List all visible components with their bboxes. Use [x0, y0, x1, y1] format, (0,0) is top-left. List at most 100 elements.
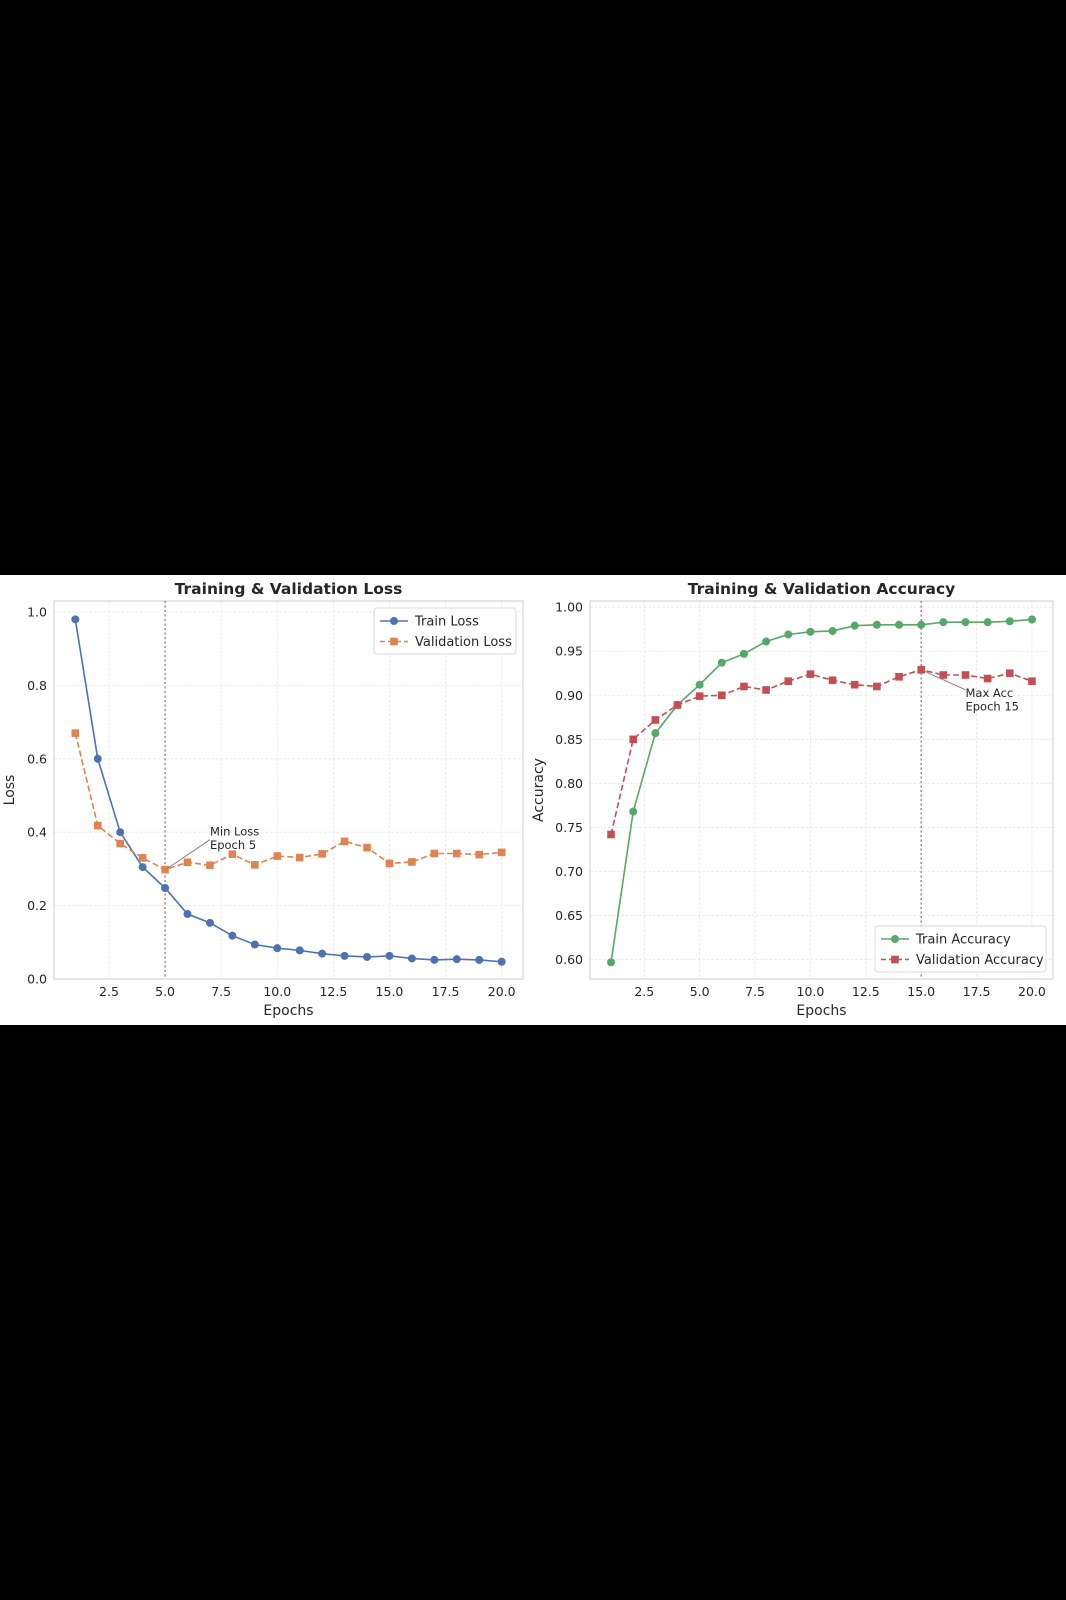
loss-series-2-point	[363, 843, 371, 852]
loss-series-2-point	[295, 853, 304, 862]
loss-annotation-text: Epoch 5	[210, 838, 256, 852]
loss-series-1-point	[363, 952, 372, 961]
acc-legend-marker-2	[891, 955, 899, 964]
loss-series-2-point	[228, 850, 237, 859]
acc-series-2-point	[850, 680, 859, 689]
loss-series-1-point	[385, 951, 394, 960]
loss-annotation-text: Min Loss	[210, 825, 259, 839]
acc-series-2-point	[939, 671, 948, 679]
loss-x-tick-label: 17.5	[432, 984, 460, 999]
acc-series-2-point	[806, 670, 815, 678]
acc-series-1-point	[762, 637, 771, 646]
acc-y-tick-label: 1.00	[555, 600, 583, 615]
loss-series-2-point	[138, 854, 147, 862]
loss-series-2-point	[453, 849, 461, 858]
loss-series-1-point	[497, 957, 506, 966]
acc-series-1-point	[1027, 615, 1036, 624]
acc-series-2-point	[961, 671, 970, 679]
loss-y-tick-label: 0.2	[27, 898, 47, 913]
acc-series-2-point	[607, 830, 615, 839]
acc-series-2-point	[651, 716, 660, 724]
loss-y-axis-label: Loss	[2, 775, 18, 806]
loss-series-2-point	[475, 850, 484, 859]
figure: 2.5 5.0 7.5 10.0 12.5 15.0 17.5 20.0 0.0 0.2 0.4 0.…	[0, 575, 1066, 1025]
loss-series-2-point	[273, 852, 282, 860]
acc-legend-label-1: Train Accuracy	[915, 933, 1011, 948]
loss-series-2-point	[161, 865, 169, 874]
acc-series-2-point	[740, 682, 748, 691]
acc-series-1-point	[739, 649, 748, 658]
acc-series-2-point	[895, 672, 903, 681]
acc-x-tick-label: 20.0	[1018, 984, 1046, 999]
acc-plot-frame	[589, 600, 1054, 980]
loss-series-1-point	[407, 954, 416, 963]
acc-annotation-text: Epoch 15	[965, 699, 1019, 713]
acc-series-1-point	[828, 626, 837, 635]
acc-series-2-point	[1028, 677, 1036, 685]
loss-x-tick-label: 15.0	[376, 984, 404, 999]
acc-y-tick-label: 0.65	[555, 908, 583, 923]
loss-x-tick-label: 10.0	[263, 984, 291, 999]
acc-x-axis-label: Epochs	[796, 1003, 846, 1019]
loss-series-1-point	[295, 946, 304, 955]
acc-series-1-point	[717, 658, 726, 667]
acc-series-1-point	[651, 729, 660, 738]
loss-series-1-point	[116, 828, 125, 837]
loss-plot-frame	[53, 600, 524, 980]
acc-x-tick-label: 12.5	[852, 984, 880, 999]
loss-legend-label-1: Train Loss	[414, 615, 479, 630]
acc-series-1-point	[917, 620, 926, 629]
loss-legend-marker-1	[389, 617, 398, 626]
loss-plot-area	[54, 601, 523, 979]
loss-y-tick-label: 0.4	[27, 825, 47, 840]
acc-y-tick-label: 0.95	[555, 644, 583, 659]
loss-x-tick-label: 2.5	[99, 984, 119, 999]
loss-series-2-point	[183, 858, 192, 867]
loss-x-tick-label: 7.5	[211, 984, 231, 999]
acc-y-tick-label: 0.70	[555, 864, 583, 879]
acc-series-1-point	[607, 958, 616, 967]
acc-series-2-point	[784, 677, 793, 685]
loss-y-tick-label: 0.6	[27, 751, 47, 766]
loss-series-1-point	[183, 910, 192, 919]
loss-series-2-point	[318, 850, 326, 858]
loss-y-tick-label: 1.0	[27, 605, 47, 620]
loss-x-axis-label: Epochs	[263, 1003, 313, 1019]
loss-series-1-point	[430, 955, 439, 964]
loss-series-1-point	[71, 615, 80, 624]
acc-series-1-point	[806, 627, 815, 636]
loss-series-1-point	[93, 754, 102, 763]
loss-series-1-point	[161, 883, 170, 892]
acc-x-tick-label: 2.5	[634, 984, 654, 999]
acc-series-2-point	[873, 682, 881, 691]
loss-x-tick-label: 20.0	[488, 984, 516, 999]
acc-annotation-text: Max Acc	[965, 686, 1013, 700]
acc-series-1-point	[983, 618, 992, 627]
acc-series-1-point	[695, 680, 704, 689]
loss-y-tick-label: 0.8	[27, 678, 47, 693]
loss-legend-marker-2	[390, 637, 398, 646]
acc-series-1-point	[629, 807, 638, 816]
loss-series-2-point	[408, 858, 416, 866]
loss-x-tick-label: 5.0	[155, 984, 175, 999]
loss-series-2-point	[430, 849, 439, 858]
loss-series-1-point	[138, 863, 147, 872]
acc-series-1-point	[961, 618, 970, 627]
acc-series-1-point	[895, 620, 904, 629]
acc-y-tick-label: 0.90	[555, 688, 583, 703]
acc-series-2-point	[673, 701, 682, 709]
acc-y-tick-label: 0.75	[555, 820, 583, 835]
loss-series-2-point	[71, 729, 80, 737]
acc-series-1-point	[872, 620, 881, 629]
acc-series-1-point	[939, 618, 948, 627]
acc-y-tick-label: 0.85	[555, 732, 583, 747]
loss-series-1-point	[475, 955, 484, 964]
figure-canvas: 2.5 5.0 7.5 10.0 12.5 15.0 17.5 20.0 0.0 0.2 0.4 0.…	[2, 580, 1054, 1019]
acc-series-1-point	[1005, 617, 1014, 626]
loss-series-2-point	[93, 821, 102, 830]
loss-x-tick-label: 12.5	[319, 984, 347, 999]
acc-x-tick-label: 7.5	[745, 984, 765, 999]
acc-annotation-arrow	[922, 670, 966, 691]
acc-x-tick-label: 5.0	[690, 984, 710, 999]
loss-chart-title: Training & Validation Loss	[175, 580, 403, 598]
